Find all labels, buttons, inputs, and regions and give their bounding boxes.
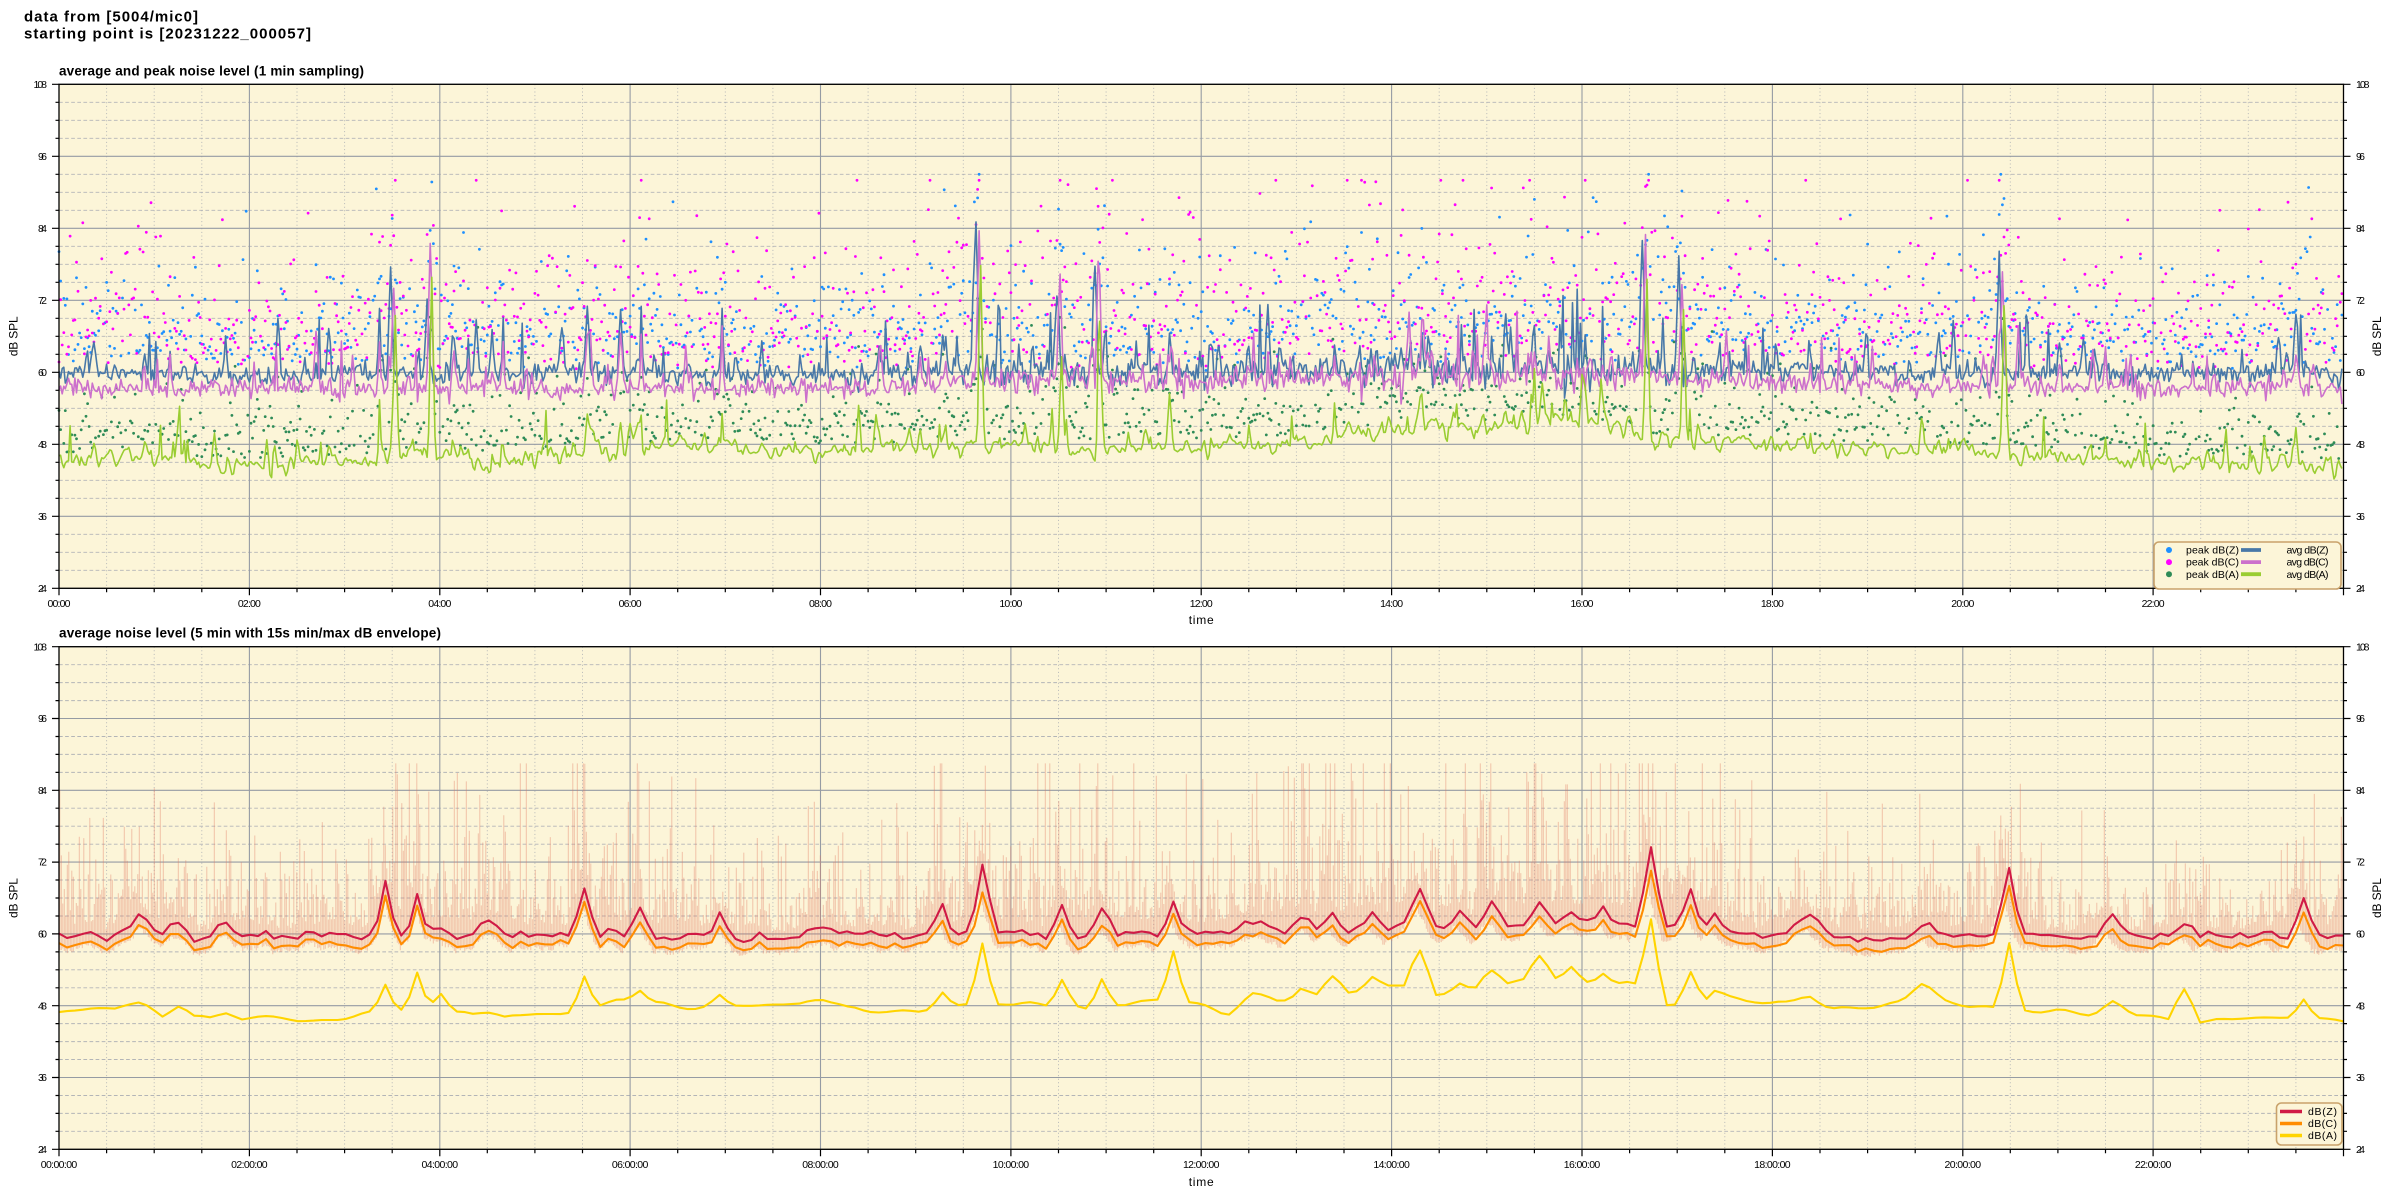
svg-text:72: 72 bbox=[2356, 295, 2365, 307]
svg-text:10:00:00: 10:00:00 bbox=[993, 1159, 1030, 1171]
svg-text:16:00: 16:00 bbox=[1571, 598, 1594, 610]
svg-text:108: 108 bbox=[34, 79, 48, 91]
svg-text:96: 96 bbox=[38, 151, 47, 163]
svg-text:16:00:00: 16:00:00 bbox=[1564, 1159, 1601, 1171]
svg-text:48: 48 bbox=[2356, 1000, 2365, 1012]
svg-text:average and peak noise level (: average and peak noise level (1 min samp… bbox=[59, 64, 364, 79]
svg-text:dB SPL: dB SPL bbox=[2370, 878, 2384, 918]
svg-text:24: 24 bbox=[2356, 1144, 2365, 1156]
svg-text:02:00:00: 02:00:00 bbox=[231, 1159, 268, 1171]
svg-text:96: 96 bbox=[2356, 151, 2365, 163]
svg-text:dB SPL: dB SPL bbox=[7, 316, 21, 356]
svg-text:20:00: 20:00 bbox=[1951, 598, 1974, 610]
svg-text:dB SPL: dB SPL bbox=[7, 878, 21, 918]
svg-text:84: 84 bbox=[38, 785, 47, 797]
svg-text:08:00:00: 08:00:00 bbox=[802, 1159, 839, 1171]
svg-text:02:00: 02:00 bbox=[238, 598, 261, 610]
svg-text:24: 24 bbox=[2356, 583, 2365, 595]
svg-text:06:00: 06:00 bbox=[619, 598, 642, 610]
svg-text:72: 72 bbox=[2356, 857, 2365, 869]
svg-text:10:00: 10:00 bbox=[999, 598, 1022, 610]
svg-text:18:00: 18:00 bbox=[1761, 598, 1784, 610]
svg-text:48: 48 bbox=[38, 1000, 47, 1012]
svg-text:04:00:00: 04:00:00 bbox=[422, 1159, 459, 1171]
svg-text:18:00:00: 18:00:00 bbox=[1754, 1159, 1791, 1171]
svg-text:60: 60 bbox=[38, 367, 47, 379]
svg-text:72: 72 bbox=[38, 295, 47, 307]
svg-text:starting point is [20231222_00: starting point is [20231222_000057] bbox=[24, 26, 311, 43]
svg-text:dB(C): dB(C) bbox=[2308, 1118, 2337, 1130]
svg-text:08:00: 08:00 bbox=[809, 598, 832, 610]
svg-text:peak dB(A): peak dB(A) bbox=[2186, 569, 2239, 581]
svg-text:dB(Z): dB(Z) bbox=[2308, 1106, 2337, 1118]
svg-text:22:00:00: 22:00:00 bbox=[2135, 1159, 2172, 1171]
svg-text:108: 108 bbox=[2356, 641, 2370, 653]
svg-text:20:00:00: 20:00:00 bbox=[1945, 1159, 1982, 1171]
svg-text:14:00: 14:00 bbox=[1380, 598, 1403, 610]
svg-text:36: 36 bbox=[2356, 511, 2365, 523]
svg-text:36: 36 bbox=[38, 1072, 47, 1084]
svg-text:108: 108 bbox=[2356, 79, 2370, 91]
svg-text:average noise level (5 min wit: average noise level (5 min with 15s min/… bbox=[59, 626, 441, 641]
svg-text:00:00:00: 00:00:00 bbox=[41, 1159, 78, 1171]
svg-text:14:00:00: 14:00:00 bbox=[1373, 1159, 1410, 1171]
svg-text:dB(A): dB(A) bbox=[2308, 1130, 2337, 1142]
svg-text:36: 36 bbox=[2356, 1072, 2365, 1084]
svg-text:avg dB(C): avg dB(C) bbox=[2287, 557, 2329, 569]
svg-text:84: 84 bbox=[2356, 785, 2365, 797]
svg-text:36: 36 bbox=[38, 511, 47, 523]
svg-text:peak dB(Z): peak dB(Z) bbox=[2186, 545, 2239, 557]
svg-text:60: 60 bbox=[2356, 367, 2365, 379]
svg-text:06:00:00: 06:00:00 bbox=[612, 1159, 649, 1171]
svg-text:84: 84 bbox=[2356, 223, 2365, 235]
svg-text:24: 24 bbox=[38, 583, 47, 595]
svg-text:22:00: 22:00 bbox=[2142, 598, 2165, 610]
svg-text:48: 48 bbox=[2356, 439, 2365, 451]
svg-text:24: 24 bbox=[38, 1144, 47, 1156]
svg-text:data from [5004/mic0]: data from [5004/mic0] bbox=[24, 9, 198, 26]
svg-text:72: 72 bbox=[38, 857, 47, 869]
svg-text:96: 96 bbox=[38, 713, 47, 725]
svg-text:00:00: 00:00 bbox=[48, 598, 71, 610]
svg-text:avg dB(A): avg dB(A) bbox=[2287, 569, 2329, 581]
svg-text:time: time bbox=[1189, 1175, 1214, 1189]
svg-text:12:00:00: 12:00:00 bbox=[1183, 1159, 1220, 1171]
svg-text:48: 48 bbox=[38, 439, 47, 451]
svg-text:avg dB(Z): avg dB(Z) bbox=[2287, 545, 2329, 557]
svg-text:60: 60 bbox=[38, 929, 47, 941]
svg-text:60: 60 bbox=[2356, 929, 2365, 941]
svg-text:dB SPL: dB SPL bbox=[2370, 316, 2384, 356]
svg-text:108: 108 bbox=[34, 641, 48, 653]
svg-text:time: time bbox=[1189, 613, 1214, 627]
svg-text:84: 84 bbox=[38, 223, 47, 235]
svg-text:12:00: 12:00 bbox=[1190, 598, 1213, 610]
svg-text:96: 96 bbox=[2356, 713, 2365, 725]
svg-text:04:00: 04:00 bbox=[428, 598, 451, 610]
svg-text:peak dB(C): peak dB(C) bbox=[2186, 557, 2239, 569]
